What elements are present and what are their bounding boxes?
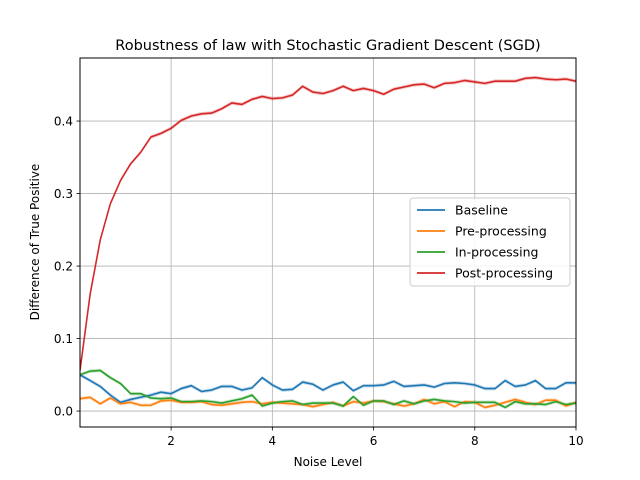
plot-frame xyxy=(79,57,577,428)
x-axis-ticks: 2 4 6 8 10 xyxy=(167,427,584,448)
series-lines xyxy=(80,76,576,409)
y-axis-label: Difference of True Positive xyxy=(28,164,42,321)
baseline-line xyxy=(80,374,576,404)
legend: Baseline Pre-processing In-processing Post-… xyxy=(409,197,571,287)
x-tick-label: 10 xyxy=(568,434,583,448)
x-tick-label: 4 xyxy=(269,434,277,448)
pre-processing-legend-label: Pre-processing xyxy=(455,224,547,239)
y-tick-label: 0.3 xyxy=(54,187,73,201)
baseline-legend-label: Baseline xyxy=(455,203,508,218)
baseline-band xyxy=(80,373,576,405)
x-tick-label: 2 xyxy=(167,434,175,448)
y-tick-label: 0.2 xyxy=(54,260,73,274)
y-axis-ticks: 0.0 0.1 0.2 0.3 0.4 xyxy=(54,115,80,419)
grid-lines xyxy=(80,58,577,427)
x-axis-label: Noise Level xyxy=(294,455,363,469)
y-tick-label: 0.4 xyxy=(54,115,73,129)
x-tick-label: 6 xyxy=(370,434,378,448)
y-tick-label: 0.0 xyxy=(54,405,73,419)
legend-box xyxy=(409,197,571,287)
x-tick-label: 8 xyxy=(471,434,479,448)
post-processing-legend-label: Post-processing xyxy=(455,266,553,281)
post-processing-line xyxy=(80,76,576,371)
in-processing-legend-label: In-processing xyxy=(455,245,538,260)
chart-title: Robustness of law with Stochastic Gradie… xyxy=(115,38,540,54)
y-tick-label: 0.1 xyxy=(54,332,73,346)
in-processing-band xyxy=(80,368,576,410)
in-processing-line xyxy=(80,369,576,409)
